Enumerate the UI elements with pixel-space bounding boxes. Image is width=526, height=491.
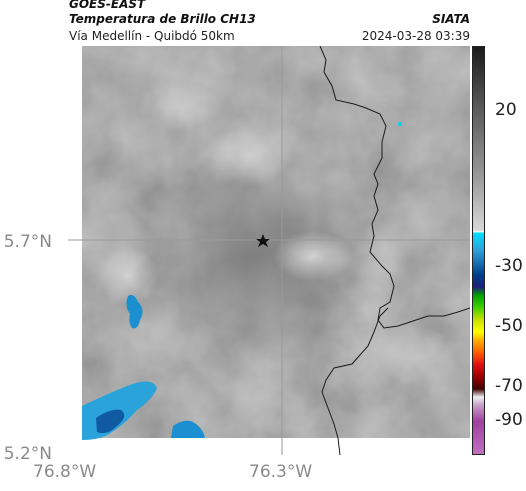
colorbar-tick: -50: [495, 316, 523, 336]
lat-label-5.7: 5.7°N: [3, 232, 52, 252]
bright-cloud: [378, 326, 458, 386]
department-boundary: [321, 307, 389, 455]
satellite-map[interactable]: [68, 46, 470, 455]
cold-cloud-patch: [171, 420, 205, 438]
bottom-strip: [68, 438, 470, 455]
department-boundary: [319, 46, 470, 329]
cold-cloud-patch: [126, 294, 143, 329]
colorbar-tick: 20: [495, 100, 517, 120]
cold-cloud-patch: [96, 409, 125, 434]
dark-cloud-area: [138, 146, 378, 366]
left-strip: [68, 46, 82, 455]
product-title: Temperatura de Brillo CH13: [69, 12, 256, 26]
cold-cloud-dot: [398, 122, 402, 126]
colorbar-tick: -90: [495, 410, 523, 430]
bright-cloud: [273, 231, 353, 281]
satellite-name: GOES-EAST: [69, 0, 146, 11]
region-subtitle: Vía Medellín - Quibdó 50km: [69, 29, 235, 43]
colorbar-tick: -70: [495, 376, 523, 396]
colorbar: [472, 46, 485, 455]
timestamp: 2024-03-28 03:39: [361, 29, 470, 43]
colorbar-tick: -30: [495, 256, 523, 276]
bright-cloud: [203, 126, 293, 186]
star-marker: [256, 234, 270, 247]
lon-label-76.3: 76.3°W: [249, 462, 313, 482]
lon-label-76.8: 76.8°W: [33, 462, 97, 482]
lat-label-5.2: 5.2°N: [3, 444, 52, 464]
bright-cloud: [138, 81, 218, 131]
agency-label: SIATA: [432, 12, 470, 26]
bright-cloud: [98, 246, 158, 306]
